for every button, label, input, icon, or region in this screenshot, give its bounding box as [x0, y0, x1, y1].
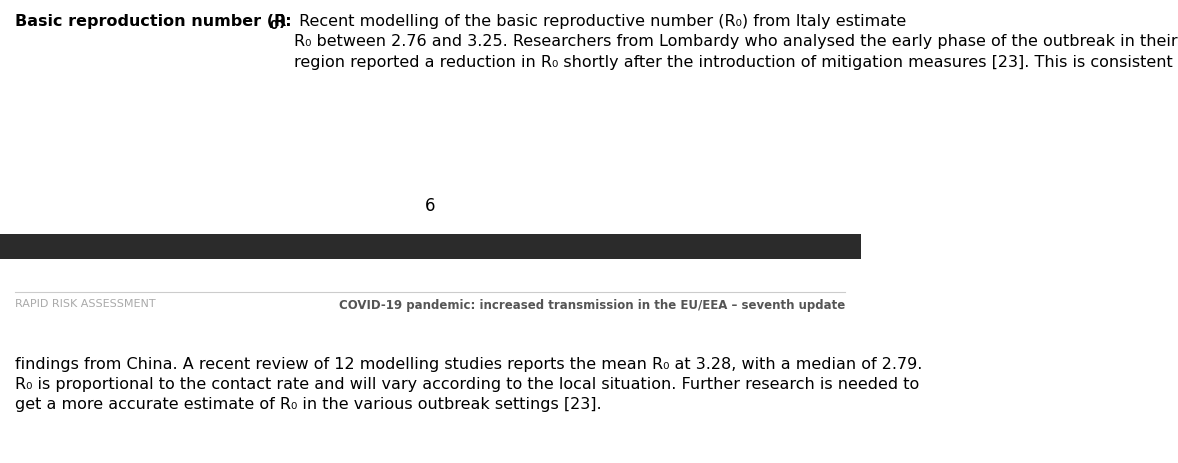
Text: RAPID RISK ASSESSMENT: RAPID RISK ASSESSMENT — [15, 299, 157, 309]
Text: findings from China. A recent review of 12 modelling studies reports the mean R₀: findings from China. A recent review of … — [15, 357, 922, 413]
Text: Basic reproduction number (R: Basic reproduction number (R — [15, 14, 286, 29]
Text: ):: ): — [279, 14, 292, 29]
Text: 0: 0 — [270, 19, 278, 32]
FancyBboxPatch shape — [0, 234, 861, 259]
Text: COVID-19 pandemic: increased transmission in the EU/EEA – seventh update: COVID-19 pandemic: increased transmissio… — [339, 299, 846, 312]
Text: 6: 6 — [425, 197, 436, 215]
Text: Recent modelling of the basic reproductive number (R₀) from Italy estimate
R₀ be: Recent modelling of the basic reproducti… — [294, 14, 1178, 70]
